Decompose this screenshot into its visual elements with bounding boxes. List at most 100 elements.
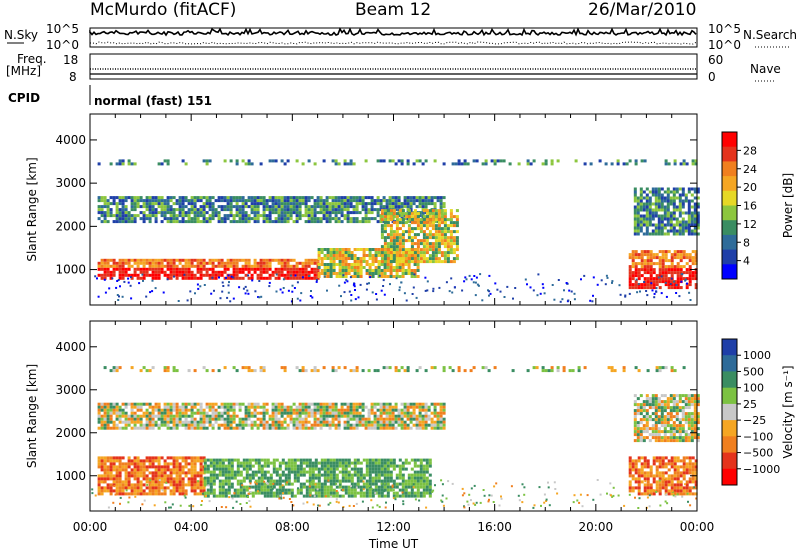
velocity-cell [298, 426, 302, 430]
velocity-cell [442, 417, 446, 421]
velocity-cell [277, 408, 281, 412]
power-cell [256, 196, 260, 200]
power-noise-cell [488, 294, 490, 297]
power-cell [678, 208, 682, 212]
power-cell [410, 227, 414, 231]
velocity-cell [199, 477, 203, 481]
power-cell [407, 251, 411, 255]
power-cell [274, 196, 278, 200]
power-cell [410, 272, 414, 275]
velocity-cell [329, 461, 333, 465]
power-cell [187, 261, 191, 265]
power-cell [196, 220, 200, 224]
velocity-cell [413, 458, 417, 462]
velocity-cell [212, 467, 216, 471]
power-cell [353, 275, 357, 278]
velocity-cell [322, 411, 326, 415]
velocity-cell [259, 420, 263, 424]
power-cell [166, 208, 170, 212]
power-cell [383, 275, 387, 278]
velocity-cell [124, 417, 128, 421]
velocity-cell [628, 489, 632, 493]
velocity-cell [422, 479, 426, 483]
velocity-cell [359, 485, 363, 489]
velocity-cell [404, 488, 408, 492]
power-cell [193, 276, 197, 280]
velocity-cell [211, 417, 215, 421]
velocity-cell [287, 473, 291, 477]
velocity-cell [271, 423, 275, 427]
power-cell [338, 272, 342, 275]
power-cell [205, 220, 209, 224]
power-cell [193, 205, 197, 209]
power-cell [443, 254, 447, 258]
power-cell [202, 220, 206, 224]
velocity-cell [347, 488, 351, 492]
power-cell [343, 217, 347, 221]
velocity-cell [160, 480, 164, 484]
velocity-cell [377, 485, 381, 489]
velocity-cell [398, 476, 402, 480]
power-cell [675, 205, 679, 209]
power-cell [443, 260, 447, 264]
power-noise-cell [567, 299, 570, 302]
power-cell [403, 205, 407, 209]
velocity-cell [118, 492, 122, 496]
velocity-cell [241, 426, 245, 430]
power-cell [672, 232, 676, 236]
velocity-cell [262, 417, 266, 421]
power-cell [678, 220, 682, 224]
velocity-cell [332, 470, 336, 474]
power-cell [310, 205, 314, 209]
velocity-cell [436, 417, 440, 421]
power-cell [660, 223, 664, 227]
velocity-cell [100, 468, 104, 472]
velocity-cell [269, 473, 273, 477]
velocity-cell [245, 467, 249, 471]
velocity-cell [205, 411, 209, 415]
power-cell [370, 199, 374, 203]
velocity-cell [130, 483, 134, 487]
velocity-cell [260, 491, 264, 495]
velocity-cell [377, 479, 381, 483]
velocity-cell [382, 426, 386, 430]
velocity-cell [184, 423, 188, 427]
velocity-cell [284, 488, 288, 492]
power-cell [361, 220, 365, 224]
power-cell [323, 272, 327, 275]
power-cell [394, 205, 398, 209]
power-cell [193, 211, 197, 215]
power-cell [301, 261, 305, 265]
velocity-cell [217, 423, 221, 427]
velocity-cell [190, 462, 194, 466]
velocity-cell [637, 480, 641, 484]
power-cell [133, 202, 137, 206]
power-cell [229, 214, 233, 218]
power-cell [199, 199, 203, 203]
power-cell [325, 196, 329, 200]
velocity-cell [383, 485, 387, 489]
power-cell [685, 268, 689, 272]
power-cell [235, 199, 239, 203]
power-cell [409, 202, 413, 206]
power-noise-cell [583, 274, 586, 277]
power-cell [259, 199, 263, 203]
power-cell [392, 260, 396, 263]
power-cell [666, 190, 670, 194]
velocity-cell [385, 414, 389, 418]
power-cell [640, 262, 644, 266]
power-cell [392, 269, 396, 272]
power-cell [437, 251, 441, 255]
velocity-cell [209, 485, 213, 489]
velocity-cell [320, 488, 324, 492]
velocity-cell [254, 470, 258, 474]
velocity-cell [163, 474, 167, 478]
velocity-cell [139, 426, 143, 430]
power-cell [115, 267, 119, 271]
velocity-cell [199, 414, 203, 418]
velocity-cell [308, 458, 312, 462]
velocity-cell [235, 414, 239, 418]
velocity-cell [361, 408, 365, 412]
velocity-cell [118, 459, 122, 463]
power-cell [343, 208, 347, 212]
